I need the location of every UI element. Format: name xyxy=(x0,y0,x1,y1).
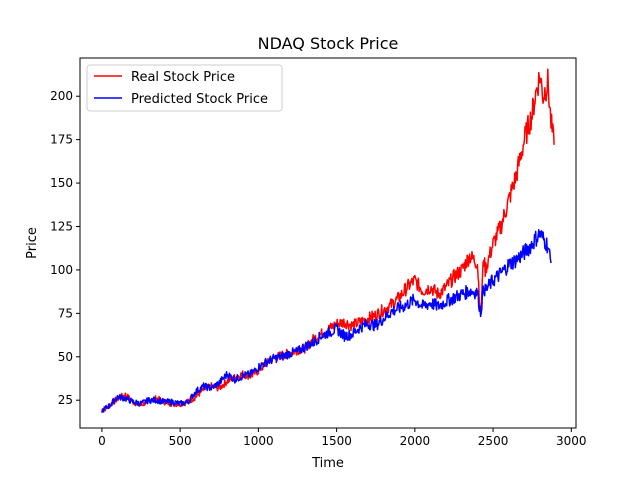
y-tick-label: 200 xyxy=(50,89,73,103)
x-tick-label: 0 xyxy=(98,434,106,448)
series-line-real xyxy=(101,68,555,413)
y-tick-label: 125 xyxy=(50,219,73,233)
axes-frame xyxy=(79,57,577,429)
x-tick-label: 3000 xyxy=(556,434,587,448)
y-tick-label: 50 xyxy=(58,350,73,364)
x-axis-label: Time xyxy=(311,456,344,471)
x-tick-label: 500 xyxy=(169,434,192,448)
y-axis: 25 50 75 100 125 150 175 200 xyxy=(50,89,80,407)
x-axis: 0 500 1000 1500 2000 2500 3000 xyxy=(98,428,587,448)
x-tick-label: 2500 xyxy=(478,434,509,448)
legend-label-predicted: Predicted Stock Price xyxy=(131,92,268,107)
legend-label-real: Real Stock Price xyxy=(131,70,235,85)
y-axis-label: Price xyxy=(25,227,40,259)
x-tick-label: 1500 xyxy=(321,434,352,448)
y-tick-label: 100 xyxy=(50,263,73,277)
chart-title: NDAQ Stock Price xyxy=(258,34,399,53)
plot-area xyxy=(101,68,555,413)
y-tick-label: 25 xyxy=(58,393,73,407)
x-tick-label: 2000 xyxy=(400,434,431,448)
x-tick-label: 1000 xyxy=(243,434,274,448)
legend-box xyxy=(86,64,283,112)
y-tick-label: 175 xyxy=(50,133,73,147)
series-line-predicted xyxy=(101,229,552,413)
y-tick-label: 150 xyxy=(50,176,73,190)
y-tick-label: 75 xyxy=(58,306,73,320)
legend: Real Stock Price Predicted Stock Price xyxy=(86,64,283,112)
